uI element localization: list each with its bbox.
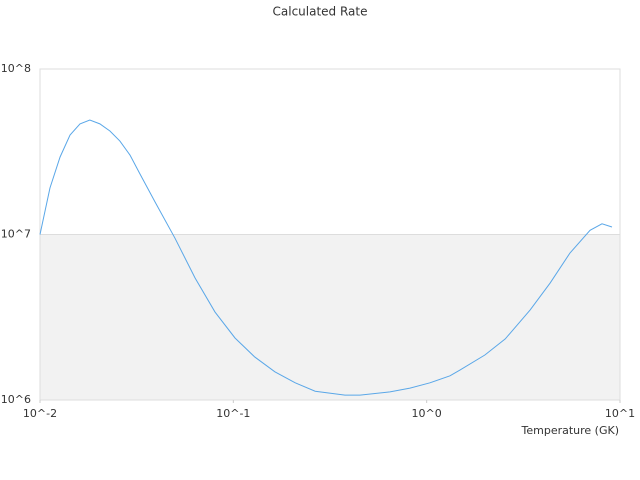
y-tick-label: 10^7 <box>1 228 31 241</box>
chart-title: Calculated Rate <box>273 5 368 19</box>
x-tick-label: 10^-1 <box>216 407 250 420</box>
x-tick-label: 10^-2 <box>23 407 57 420</box>
line-series <box>39 119 613 396</box>
x-tick-label: 10^0 <box>412 407 442 420</box>
x-tick-label: 10^1 <box>605 407 635 420</box>
grid-band <box>40 234 620 400</box>
y-tick-label: 10^8 <box>1 62 31 75</box>
x-axis-label: Temperature (GK) <box>521 424 620 437</box>
y-tick-label: 10^6 <box>1 393 31 406</box>
